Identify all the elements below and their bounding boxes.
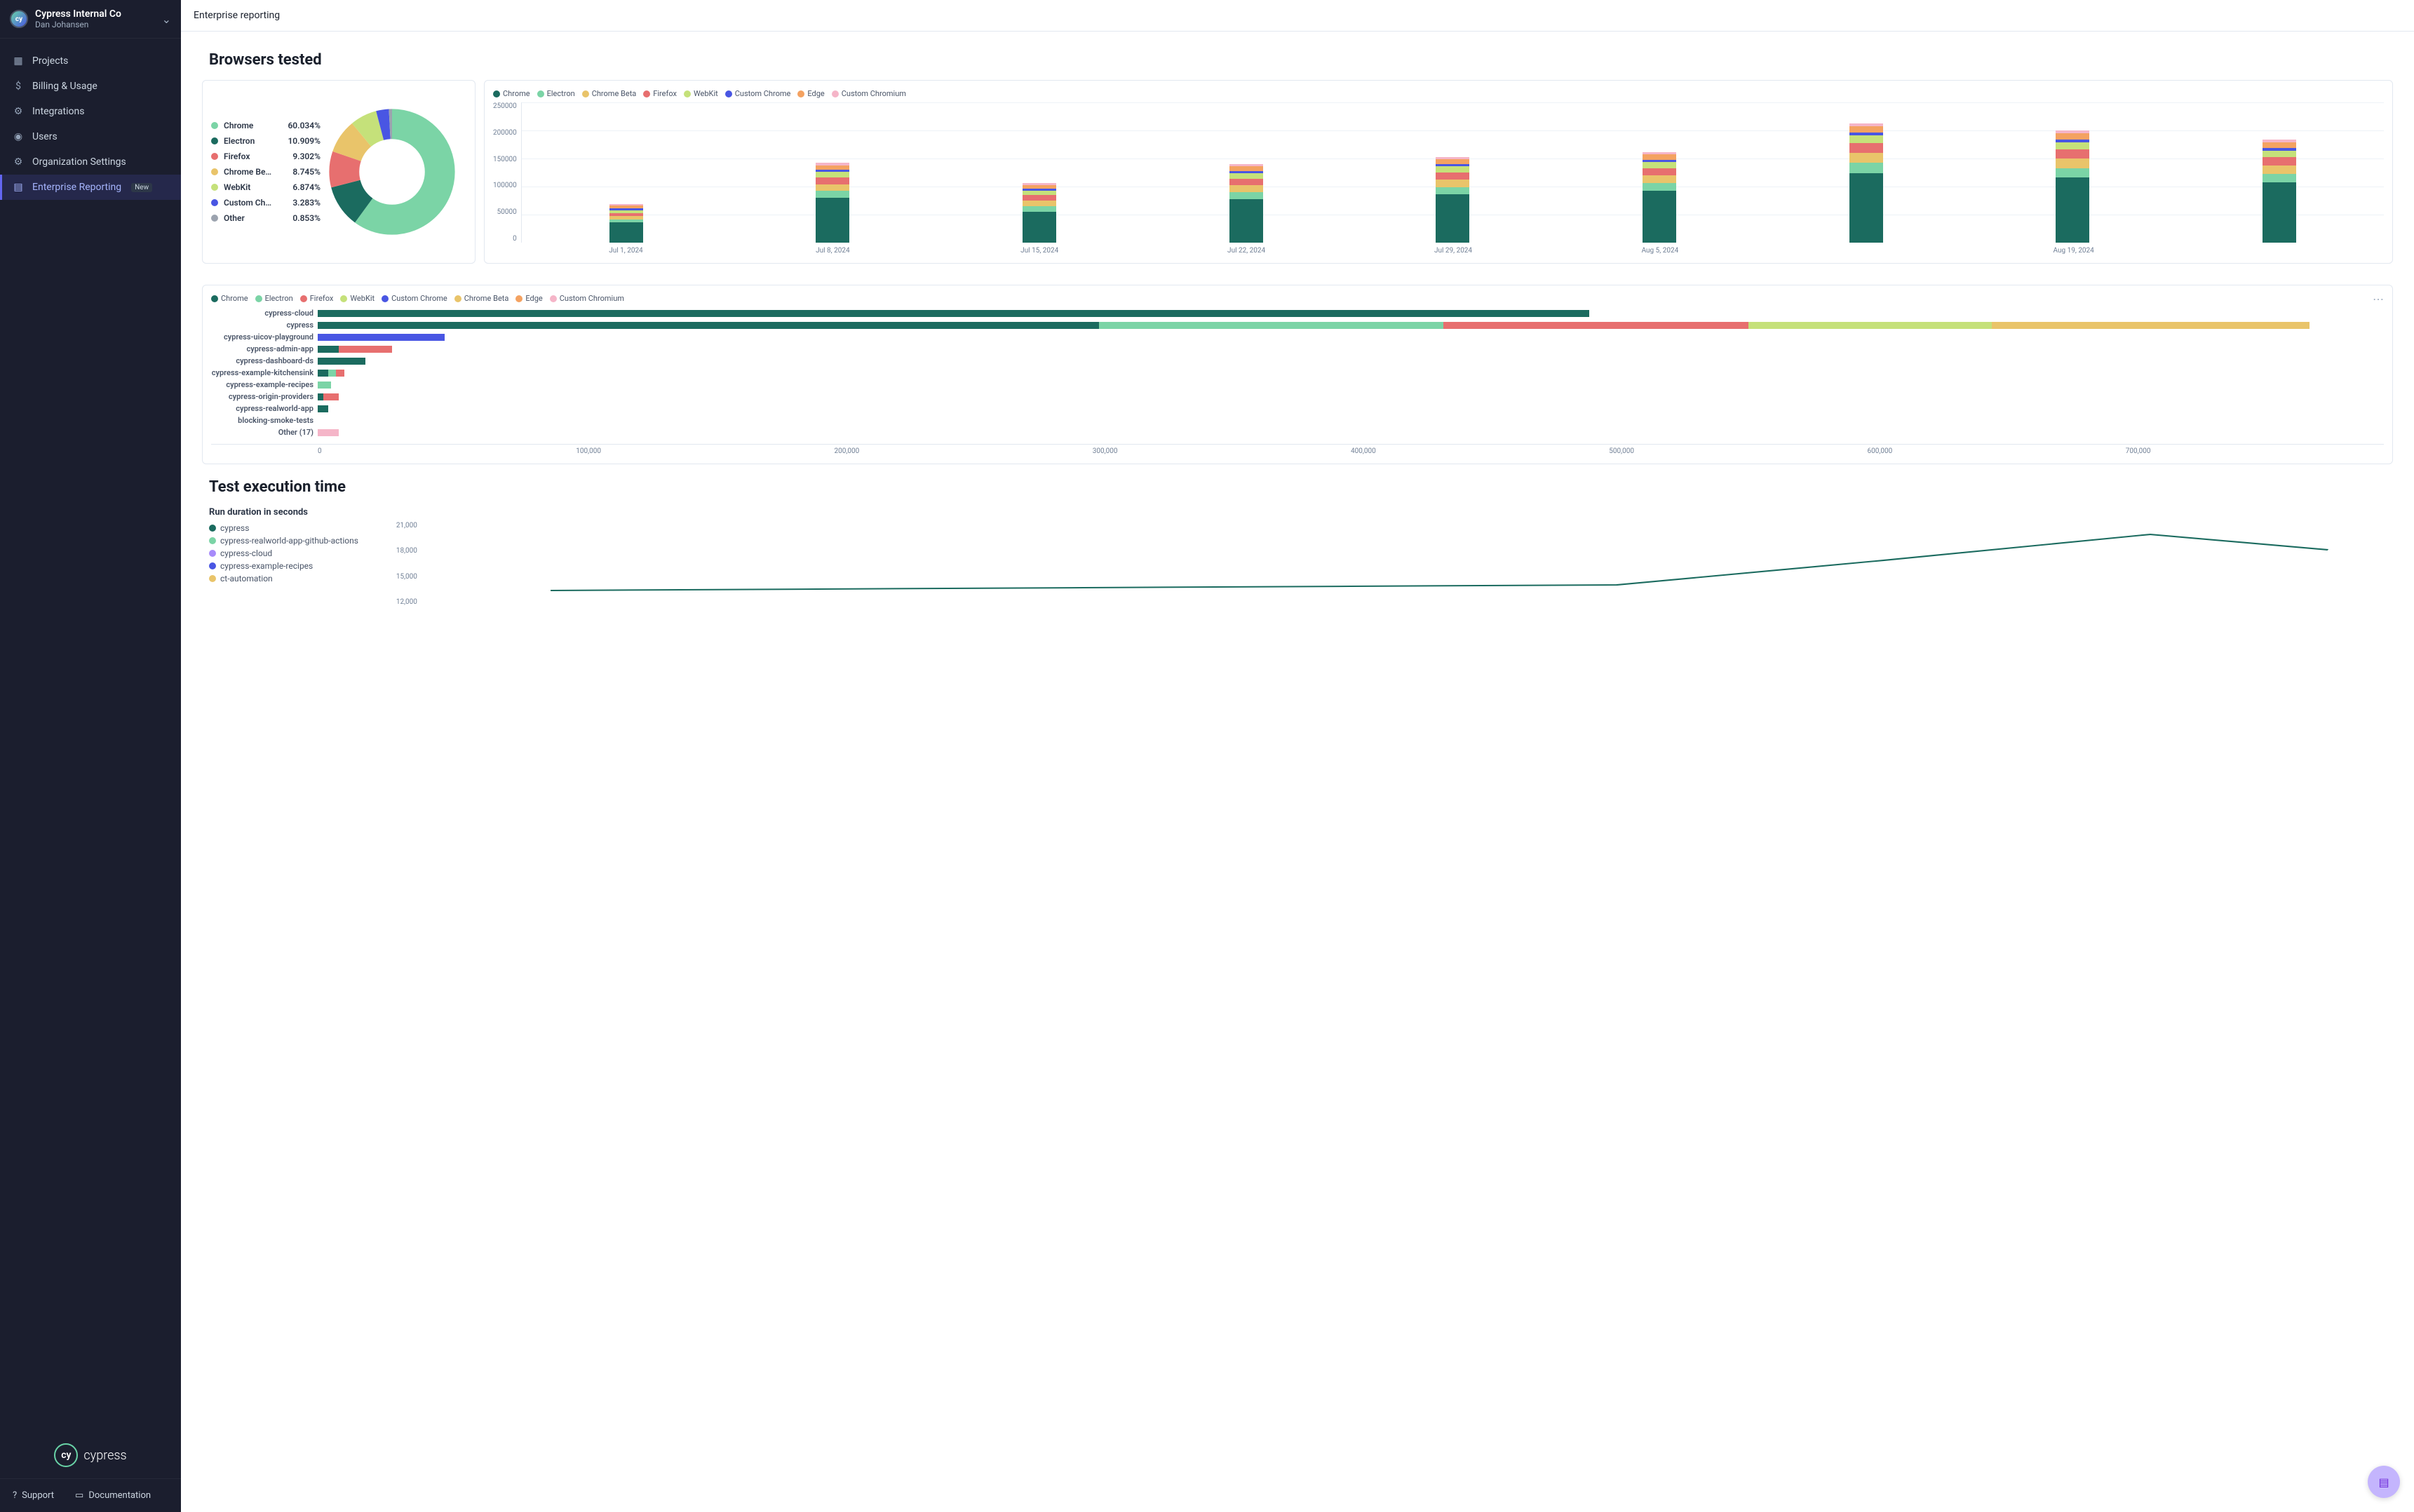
hbar-row: cypress-realworld-app [211,403,2384,414]
hbar-row: cypress-origin-providers [211,391,2384,403]
legend-item: Chrome Beta [582,89,637,98]
bar-group [1643,102,1676,243]
hbar-row: cypress-example-recipes [211,379,2384,391]
bar-group [1849,102,1883,243]
bar-group [1229,102,1263,243]
org-user: Dan Johansen [35,20,155,29]
legend-item: Edge [797,89,824,98]
legend-item: Custom Chrome [725,89,791,98]
legend-item: WebKit [684,89,718,98]
line-chart: 21,00018,00015,00012,000 [386,522,2386,606]
horizontal-bar-card: ⋯ Chrome Electron Firefox WebKit Custom Chro… [202,285,2393,464]
hbar-row: cypress-dashboard-ds [211,355,2384,367]
brand-wordmark: cypress [83,1448,126,1463]
nav: ▦Projects$Billing & Usage⚙Integrations◉U… [0,39,181,1422]
nav-icon: ▤ [13,182,24,193]
nav-icon: ⚙ [13,156,24,168]
nav-icon: $ [13,81,24,92]
stacked-bar-card: Chrome Electron Chrome Beta Firefox WebKit Cu… [484,80,2393,264]
legend-item: cypress-cloud [209,547,358,560]
nav-icon: ▦ [13,55,24,67]
legend-item: cypress-realworld-app-github-actions [209,534,358,547]
hbar-row: cypress-admin-app [211,343,2384,355]
support-link[interactable]: ?Support [13,1490,54,1501]
legend-item: Custom Chrome [382,294,447,303]
book-icon: ▭ [75,1490,83,1501]
brand-logo: cy cypress [0,1422,181,1478]
legend-item: Electron [255,294,293,303]
legend-item: Chrome Beta [454,294,509,303]
hbar-row: blocking-smoke-tests [211,414,2384,426]
nav-icon: ◉ [13,131,24,142]
nav-item-integrations[interactable]: ⚙Integrations [0,99,181,124]
legend-item: Other0.853% [211,210,321,226]
bar-group [2263,102,2296,243]
help-icon: ? [13,1490,17,1501]
donut-card: Chrome60.034%Electron10.909%Firefox9.302… [202,80,476,264]
bar-group [1023,102,1056,243]
legend-item: Chrome [493,89,530,98]
bar-group [816,102,849,243]
legend-item: WebKit [340,294,375,303]
nav-item-projects[interactable]: ▦Projects [0,48,181,74]
legend-item: WebKit6.874% [211,180,321,195]
page-title: Enterprise reporting [181,0,2414,32]
nav-item-enterprise-reporting[interactable]: ▤Enterprise ReportingNew [0,175,181,200]
nav-item-users[interactable]: ◉Users [0,124,181,149]
org-logo: cy [10,10,28,28]
org-name: Cypress Internal Co [35,8,155,20]
document-icon: ▤ [2378,1476,2389,1489]
legend-item: Firefox [643,89,677,98]
legend-item: Custom Ch…3.283% [211,195,321,210]
chevron-down-icon: ⌄ [162,13,171,26]
legend-item: ct-automation [209,572,358,585]
nav-item-organization-settings[interactable]: ⚙Organization Settings [0,149,181,175]
legend-item: cypress [209,522,358,534]
legend-item: cypress-example-recipes [209,560,358,572]
legend-item: Chrome [211,294,248,303]
org-switcher[interactable]: cy Cypress Internal Co Dan Johansen ⌄ [0,0,181,39]
donut-chart [329,109,455,235]
bar-group [1436,102,1469,243]
nav-icon: ⚙ [13,106,24,117]
hbar-row: cypress-cloud [211,307,2384,319]
section-exec-title: Test execution time [209,478,2393,496]
exec-subtitle: Run duration in seconds [209,507,2393,518]
docs-link[interactable]: ▭Documentation [75,1490,151,1501]
hbar-row: cypress-example-kitchensink [211,367,2384,379]
help-fab[interactable]: ▤ [2368,1466,2400,1498]
stacked-bar-chart [521,102,2384,243]
legend-item: Electron10.909% [211,133,321,149]
hbar-row: cypress [211,319,2384,331]
hbar-row: cypress-uicov-playground [211,331,2384,343]
legend-item: Firefox9.302% [211,149,321,164]
brand-logo-icon: cy [54,1443,78,1467]
legend-item: Custom Chromium [832,89,906,98]
new-badge: New [131,183,152,192]
bar-group [2056,102,2089,243]
legend-item: Chrome Be…8.745% [211,164,321,180]
legend-item: Edge [515,294,542,303]
sidebar: cy Cypress Internal Co Dan Johansen ⌄ ▦P… [0,0,181,1512]
section-browsers-title: Browsers tested [209,51,2393,69]
legend-item: Custom Chromium [550,294,624,303]
card-menu-icon[interactable]: ⋯ [2373,292,2384,306]
legend-item: Electron [537,89,575,98]
bar-group [609,102,643,243]
footer-links: ?Support ▭Documentation [0,1478,181,1512]
legend-item: Chrome60.034% [211,118,321,133]
legend-item: Firefox [300,294,334,303]
nav-item-billing-usage[interactable]: $Billing & Usage [0,74,181,99]
hbar-row: Other (17) [211,426,2384,438]
